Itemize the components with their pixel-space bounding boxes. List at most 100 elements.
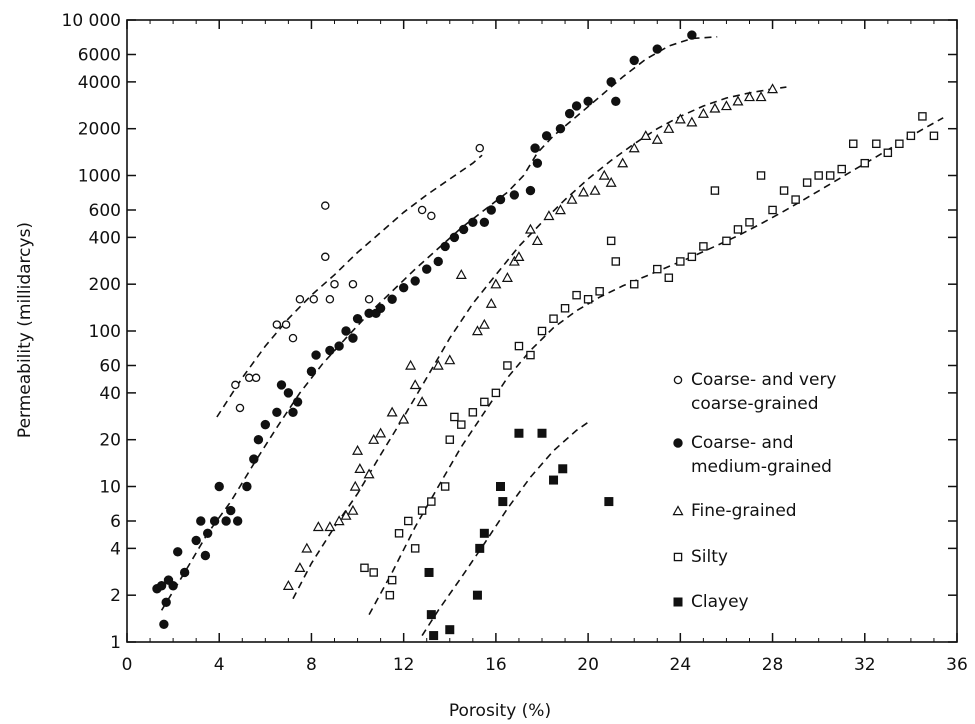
data-point-series-1 (311, 350, 321, 360)
data-point-series-3 (906, 131, 916, 141)
data-point-series-4 (537, 428, 547, 438)
y-tick-label: 1 (110, 633, 121, 653)
data-point-series-4 (472, 590, 482, 600)
data-point-series-3 (768, 205, 777, 215)
y-tick-label: 4000 (78, 73, 121, 93)
legend-label-series-0: coarse-grained (691, 394, 819, 414)
data-point-series-1 (159, 619, 169, 629)
legend-label-series-1: Coarse- and (691, 433, 794, 453)
data-point-series-1 (168, 581, 178, 591)
data-point-series-3 (503, 361, 512, 370)
data-point-series-2 (554, 204, 566, 215)
x-tick-label: 16 (485, 655, 507, 675)
data-point-series-1 (202, 528, 213, 539)
data-point-series-2 (375, 427, 387, 438)
data-point-series-1 (486, 205, 496, 215)
data-point-series-2 (720, 100, 732, 111)
data-point-series-1 (288, 407, 298, 418)
data-point-series-2 (478, 318, 490, 329)
data-point-series-2 (598, 169, 610, 180)
data-point-series-1 (191, 535, 201, 546)
data-point-series-1 (583, 96, 593, 107)
legend-marker-series-2 (672, 505, 684, 516)
data-point-series-4 (549, 475, 559, 485)
data-point-series-2 (651, 133, 663, 144)
data-point-series-1 (173, 547, 183, 557)
data-point-series-1 (292, 397, 303, 407)
data-point-series-4 (558, 464, 568, 474)
data-point-series-1 (468, 217, 478, 228)
data-point-series-2 (767, 83, 779, 94)
data-point-series-1 (449, 232, 460, 243)
data-point-series-1 (161, 597, 171, 608)
data-point-series-3 (385, 590, 395, 600)
data-point-series-3 (394, 529, 404, 538)
data-point-series-3 (699, 242, 708, 251)
data-point-series-3 (369, 568, 378, 577)
fit-line-series-4 (421, 420, 591, 637)
x-tick-label: 28 (762, 655, 784, 675)
legend: Coarse- and very coarse-grained Coarse- an… (672, 370, 837, 612)
data-point-series-1 (348, 333, 358, 343)
fit-line-series-1 (160, 36, 718, 611)
data-point-series-1 (341, 326, 351, 336)
data-point-series-3 (560, 304, 570, 313)
data-point-series-3 (387, 575, 397, 585)
data-point-series-1 (555, 123, 566, 134)
data-point-series-3 (606, 236, 616, 246)
data-point-series-1 (564, 108, 575, 119)
data-point-series-0 (235, 403, 245, 413)
x-tick-label: 36 (946, 655, 968, 675)
data-point-series-2 (674, 113, 686, 124)
data-point-series-3 (814, 171, 823, 180)
data-point-series-2 (605, 176, 617, 187)
y-tick-label: 6 (110, 512, 121, 532)
data-point-series-2 (617, 157, 629, 168)
data-point-series-4 (445, 625, 455, 635)
y-tick-label: 10 000 (62, 11, 121, 31)
data-point-series-2 (333, 515, 345, 526)
data-point-series-2 (455, 269, 467, 279)
data-point-series-2 (282, 580, 294, 590)
data-point-series-1 (209, 516, 220, 526)
legend-label-series-4: Clayey (691, 592, 749, 612)
y-tick-label: 200 (89, 275, 121, 295)
data-point-series-0 (251, 373, 261, 383)
y-axis-title: Permeability (millidarcys) (15, 222, 35, 438)
data-point-series-3 (676, 257, 685, 266)
data-point-series-2 (686, 116, 698, 127)
data-point-series-3 (849, 139, 858, 149)
data-point-series-2 (363, 468, 375, 479)
data-point-series-1 (232, 516, 243, 526)
data-point-series-2 (508, 255, 520, 266)
data-point-series-3 (745, 218, 754, 227)
data-point-series-1 (352, 313, 363, 324)
data-point-series-3 (410, 544, 420, 553)
data-point-series-1 (440, 241, 450, 252)
data-point-series-2 (349, 480, 361, 491)
data-point-series-3 (629, 279, 639, 289)
data-point-series-0 (348, 279, 358, 289)
x-tick-label: 12 (393, 655, 415, 675)
data-point-series-1 (253, 434, 264, 445)
data-point-series-3 (860, 158, 870, 168)
data-point-series-3 (427, 497, 436, 506)
data-point-series-3 (445, 435, 455, 444)
data-point-series-3 (825, 171, 835, 180)
data-point-series-4 (429, 631, 439, 641)
data-point-series-2 (755, 91, 767, 102)
data-point-series-4 (498, 497, 508, 507)
legend-label-series-2: Fine-grained (691, 501, 797, 521)
data-point-series-1 (606, 77, 616, 87)
data-point-series-2 (409, 379, 421, 390)
data-point-series-3 (526, 350, 535, 360)
data-point-series-2 (485, 297, 497, 308)
data-point-series-3 (440, 482, 450, 491)
data-point-series-4 (426, 610, 436, 620)
data-point-series-3 (722, 236, 731, 246)
data-point-series-2 (340, 509, 352, 520)
data-point-series-1 (532, 158, 543, 168)
data-point-series-3 (895, 139, 904, 149)
data-point-series-3 (611, 257, 621, 266)
data-point-series-3 (583, 295, 593, 304)
